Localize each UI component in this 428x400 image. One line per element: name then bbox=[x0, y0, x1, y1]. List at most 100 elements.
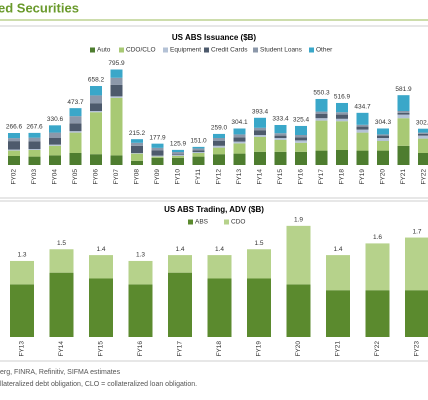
legend-label: Equipment bbox=[170, 47, 201, 54]
bar-segment bbox=[233, 134, 246, 138]
bar-segment bbox=[315, 120, 328, 151]
bar-segment bbox=[151, 147, 164, 151]
bar-segment bbox=[295, 137, 307, 141]
bar-segment bbox=[365, 243, 390, 291]
x-tick-label: FY10 bbox=[175, 169, 182, 185]
bar-segment bbox=[233, 143, 246, 154]
bar-segment bbox=[110, 96, 123, 98]
total-label: 266.6 bbox=[6, 124, 23, 131]
bar-segment bbox=[336, 121, 348, 150]
bar-segment bbox=[295, 125, 307, 135]
bar-segment bbox=[315, 98, 328, 112]
bar-segment bbox=[356, 150, 369, 165]
bar-segment bbox=[295, 142, 307, 152]
total-label: 516.9 bbox=[334, 94, 351, 101]
total-label: 473.7 bbox=[67, 99, 84, 106]
total-label: 434.7 bbox=[354, 104, 371, 111]
bar-segment bbox=[254, 130, 266, 135]
total-label: 330.6 bbox=[47, 116, 64, 123]
bar-segment bbox=[110, 97, 123, 156]
bar-segment bbox=[8, 156, 20, 165]
chart-title: US ABS Trading, ADV ($B) bbox=[164, 205, 264, 214]
bar-segment bbox=[28, 141, 41, 150]
legend-swatch bbox=[90, 47, 95, 53]
bar-segment bbox=[274, 139, 287, 152]
x-tick-label: FY19 bbox=[256, 341, 263, 357]
bar-segment bbox=[8, 138, 20, 142]
bar-segment bbox=[397, 118, 410, 146]
bar-segment bbox=[254, 117, 266, 128]
bar-segment bbox=[233, 128, 246, 135]
total-label: 125.9 bbox=[170, 141, 187, 148]
total-label: 1.4 bbox=[175, 246, 184, 253]
total-label: 393.4 bbox=[252, 109, 269, 116]
x-tick-label: FY11 bbox=[195, 169, 202, 184]
bar-segment bbox=[131, 153, 143, 154]
legend-swatch bbox=[253, 47, 258, 53]
chart-title: US ABS Issuance ($B) bbox=[172, 33, 257, 42]
bar-segment bbox=[131, 145, 143, 153]
chart-frame bbox=[0, 200, 428, 362]
total-label: 1.4 bbox=[333, 246, 342, 253]
x-tick-label: FY08 bbox=[134, 169, 141, 185]
bar-segment bbox=[172, 149, 184, 153]
bar-segment bbox=[356, 129, 369, 133]
bar-segment bbox=[418, 128, 428, 133]
bar-segment bbox=[128, 260, 153, 285]
bar-segment bbox=[274, 151, 287, 165]
legend-label: Auto bbox=[97, 47, 111, 54]
bar-segment bbox=[397, 111, 410, 113]
bar-segment bbox=[172, 157, 184, 165]
bar-segment bbox=[356, 124, 369, 127]
bar-segment bbox=[90, 154, 102, 165]
bar-segment bbox=[377, 138, 389, 141]
bar-segment bbox=[49, 138, 61, 145]
legend-swatch bbox=[119, 47, 124, 53]
x-tick-label: FY04 bbox=[52, 169, 59, 185]
bar-segment bbox=[28, 150, 41, 157]
x-tick-label: FY13 bbox=[19, 341, 26, 357]
legend-label: Student Loans bbox=[260, 47, 303, 54]
bar-segment bbox=[90, 112, 102, 155]
bar-segment bbox=[397, 95, 410, 111]
bar-segment bbox=[131, 139, 143, 143]
total-label: 550.3 bbox=[313, 90, 330, 97]
bar-segment bbox=[89, 255, 113, 279]
bar-segment bbox=[172, 152, 184, 155]
total-label: 1.3 bbox=[17, 252, 26, 259]
x-tick-label: FY17 bbox=[318, 169, 325, 185]
bar-segment bbox=[326, 255, 350, 291]
bar-segment bbox=[336, 118, 348, 122]
x-tick-label: FY09 bbox=[154, 169, 161, 185]
x-tick-label: FY17 bbox=[177, 341, 184, 357]
bar-segment bbox=[254, 127, 266, 131]
bar-segment bbox=[397, 114, 410, 119]
bar-segment bbox=[336, 102, 348, 113]
bar-segment bbox=[418, 135, 428, 139]
bar-segment bbox=[69, 131, 82, 133]
legend-label: ABS bbox=[195, 219, 209, 226]
x-tick-label: FY02 bbox=[11, 169, 18, 185]
bar-segment bbox=[254, 135, 266, 137]
total-label: 333.4 bbox=[272, 116, 289, 123]
total-label: 267.6 bbox=[26, 124, 43, 131]
bar-segment bbox=[207, 278, 232, 337]
bar-segment bbox=[356, 126, 369, 130]
bar-segment bbox=[168, 272, 192, 337]
bar-segment bbox=[336, 114, 348, 119]
bar-segment bbox=[365, 290, 390, 337]
bar-segment bbox=[131, 160, 143, 165]
bar-segment bbox=[274, 133, 287, 136]
total-label: 1.5 bbox=[254, 240, 263, 247]
bar-segment bbox=[10, 260, 34, 285]
bar-segment bbox=[28, 156, 41, 165]
bar-segment bbox=[69, 108, 82, 117]
bar-segment bbox=[49, 249, 74, 273]
bar-segment bbox=[418, 153, 428, 165]
bar-segment bbox=[8, 149, 20, 151]
bar-segment bbox=[233, 141, 246, 144]
x-tick-label: FY20 bbox=[295, 341, 302, 357]
bar-segment bbox=[315, 118, 328, 121]
bar-segment bbox=[192, 152, 205, 153]
bar-segment bbox=[213, 154, 225, 165]
